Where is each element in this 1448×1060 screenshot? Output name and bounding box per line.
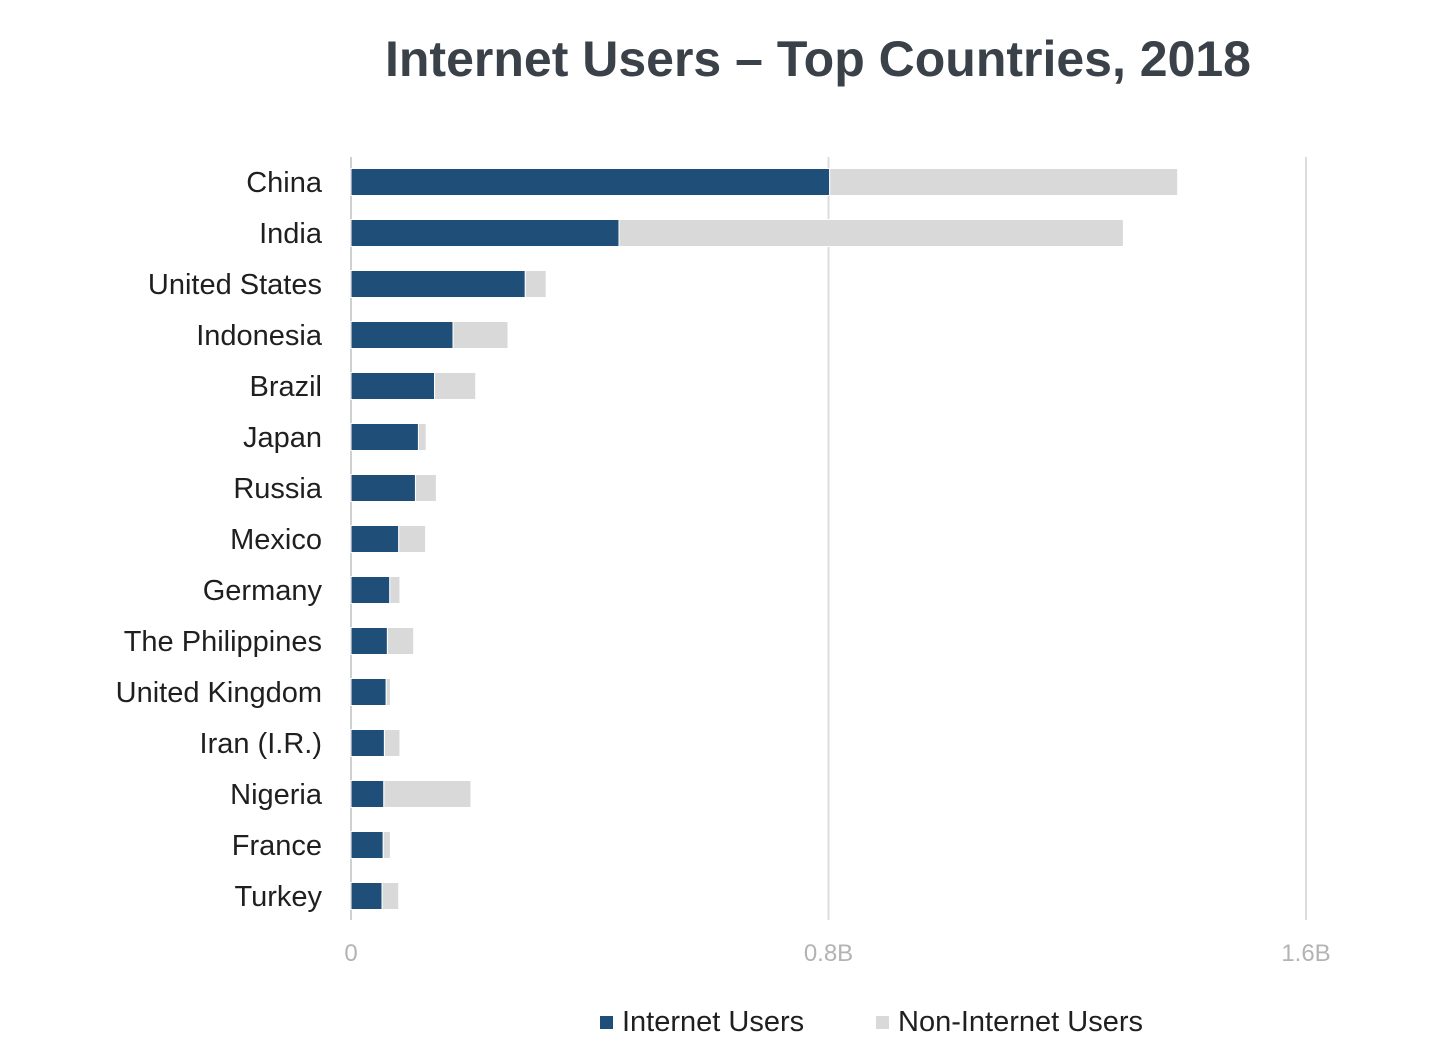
y-category-label: Japan [243,422,322,454]
legend-label-non-internet-users: Non-Internet Users [898,1006,1143,1038]
bar-non-internet-users [382,831,391,859]
x-tick-label: 0 [344,940,357,967]
bar-chart: 0 0.8B 1.6B China India United States Indonesi… [116,157,1331,967]
bar-internet-users [350,678,387,706]
bar-internet-users [350,525,400,553]
bar-non-internet-users [381,882,400,910]
bar-internet-users [350,270,526,298]
bar-internet-users [350,576,391,604]
bar-internet-users [350,168,831,196]
bar-internet-users [350,729,385,757]
bar-non-internet-users [383,780,472,808]
y-category-label: India [259,218,323,250]
y-category-label: Nigeria [230,779,323,811]
bar-internet-users [350,780,385,808]
bar-internet-users [350,882,383,910]
bar-internet-users [350,372,436,400]
x-tick-label: 1.6B [1281,940,1330,967]
y-category-label: France [232,830,322,862]
chart-title: Internet Users – Top Countries, 2018 [385,31,1251,87]
y-category-label: China [246,167,323,199]
y-category-label: Iran (I.R.) [200,728,322,760]
y-category-label: United States [148,269,322,301]
legend-item-internet-users: Internet Users [600,1006,804,1039]
bar-internet-users [350,627,388,655]
bar-internet-users [350,831,384,859]
bar-internet-users [350,321,454,349]
bar-internet-users [350,423,419,451]
bar-non-internet-users [414,474,437,502]
bar-non-internet-users [452,321,509,349]
y-category-label: Turkey [234,881,322,913]
legend-swatch-internet-users [600,1016,613,1029]
bar-non-internet-users [386,627,415,655]
bar-non-internet-users [389,576,401,604]
legend: Internet Users Non-Internet Users [0,1006,1448,1046]
y-category-label: The Philippines [124,626,322,658]
y-category-label: United Kingdom [116,677,322,709]
y-category-label: Germany [203,575,323,607]
bar-non-internet-users [417,423,427,451]
legend-swatch-non-internet-users [876,1016,889,1029]
bar-non-internet-users [524,270,547,298]
bar-non-internet-users [618,219,1124,247]
bar-non-internet-users [385,678,391,706]
bar-non-internet-users [434,372,477,400]
legend-item-non-internet-users: Non-Internet Users [876,1006,1143,1039]
bar-non-internet-users [383,729,401,757]
bar-non-internet-users [829,168,1179,196]
legend-label-internet-users: Internet Users [622,1006,805,1038]
bar-non-internet-users [398,525,427,553]
bar-internet-users [350,219,620,247]
bar-internet-users [350,474,416,502]
y-category-label: Indonesia [196,320,323,352]
y-category-label: Russia [233,473,323,505]
y-category-label: Brazil [249,371,322,403]
x-tick-label: 0.8B [804,940,853,967]
y-category-label: Mexico [230,524,322,556]
